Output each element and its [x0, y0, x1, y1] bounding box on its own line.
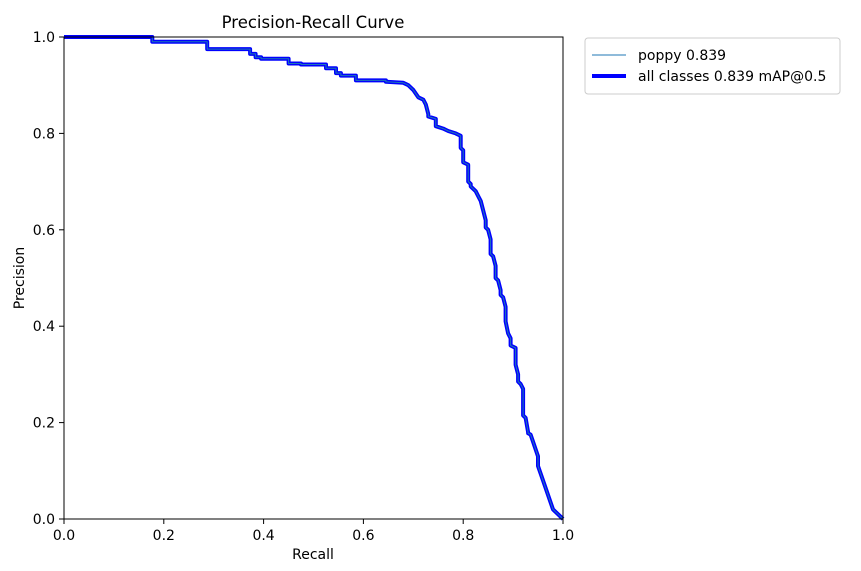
- x-axis: 0.0 0.2 0.4 0.6 0.8 1.0: [53, 519, 574, 544]
- series-line-poppy: [64, 36, 564, 520]
- x-tick-label: 0.2: [153, 528, 175, 544]
- y-tick-label: 0.6: [33, 223, 55, 239]
- y-axis-label: Precision: [12, 247, 28, 309]
- legend-label-poppy: poppy 0.839: [638, 48, 726, 64]
- x-tick-label: 0.0: [53, 528, 75, 544]
- y-axis: 0.0 0.2 0.4 0.6 0.8 1.0: [33, 30, 64, 528]
- legend: poppy 0.839 all classes 0.839 mAP@0.5: [584, 37, 841, 95]
- legend-frame: [584, 37, 841, 95]
- series-layer: [64, 35, 565, 521]
- y-tick-label: 0.4: [33, 319, 55, 335]
- y-tick-label: 0.8: [33, 126, 55, 142]
- plot-area-frame: [63, 36, 564, 520]
- x-tick-label: 0.8: [452, 528, 474, 544]
- chart-title: Precision-Recall Curve: [222, 13, 405, 32]
- y-tick-label: 1.0: [33, 30, 55, 46]
- y-tick-label: 0.2: [33, 416, 55, 432]
- x-tick-label: 0.4: [252, 528, 274, 544]
- legend-label-all-classes: all classes 0.839 mAP@0.5: [638, 69, 826, 85]
- x-tick-label: 0.6: [352, 528, 374, 544]
- x-tick-label: 1.0: [552, 528, 574, 544]
- x-axis-label: Recall: [292, 547, 334, 563]
- y-tick-label: 0.0: [33, 512, 55, 528]
